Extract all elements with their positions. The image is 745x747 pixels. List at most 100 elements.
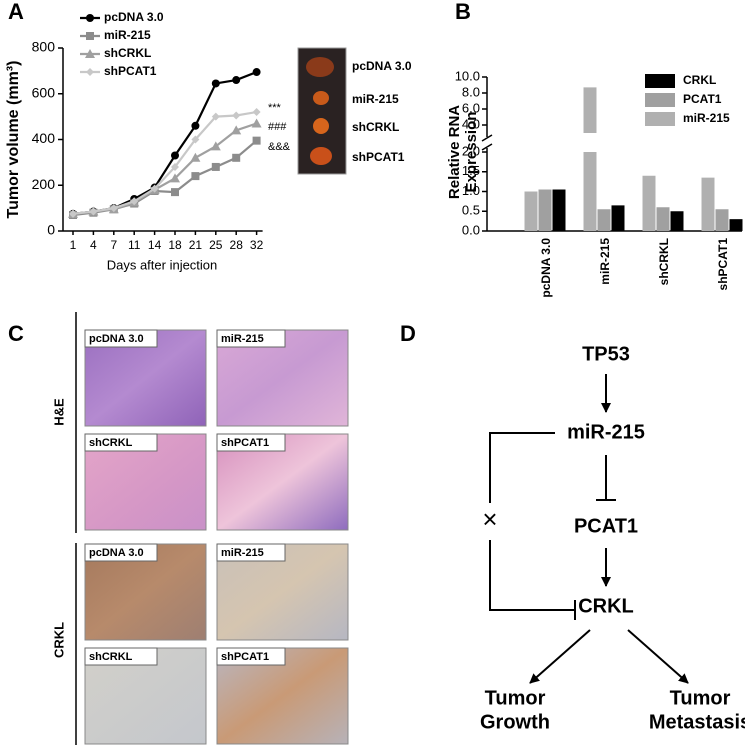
y-tick-label: 600 (32, 84, 56, 100)
x-tick-label: shPCAT1 (716, 238, 730, 291)
bar (597, 209, 611, 231)
y-tick-label: 4.0 (462, 116, 480, 131)
inhibit-line (489, 432, 555, 503)
y-tick-label: 1.0 (462, 183, 480, 198)
bar (715, 209, 729, 231)
marker (171, 151, 179, 160)
x-tick-label: miR-215 (598, 238, 612, 285)
marker (232, 76, 241, 85)
rna-expression-chart: 0.0 0.5 1.0 1.5 2.0 4.06.08.010.0 Relative RNA… (446, 68, 743, 298)
micrograph-label: shPCAT1 (221, 437, 269, 449)
x-tick-label: 18 (168, 238, 182, 252)
pathway-diagram (489, 374, 689, 684)
marker (211, 79, 220, 88)
micrograph-label-box (216, 329, 286, 348)
micrograph-label: shPCAT1 (221, 651, 269, 663)
tumor (313, 91, 329, 105)
arrow (627, 629, 689, 684)
x-tick-label: 4 (90, 238, 97, 252)
blocked-mark: × (482, 504, 497, 534)
marker (171, 188, 179, 197)
legend-label: miR-215 (683, 111, 730, 125)
micrograph-label-box (216, 647, 286, 666)
panel-label: B (455, 0, 471, 24)
marker (252, 68, 261, 77)
diagram-node: TP53 (582, 343, 630, 365)
marker (191, 121, 200, 130)
bar (642, 175, 656, 231)
diagram-node: Tumor (670, 687, 731, 709)
photo-label: shPCAT1 (352, 150, 405, 164)
marker (109, 204, 118, 213)
marker (252, 108, 261, 117)
panel-label: C (8, 321, 24, 346)
row-label: CRKL (51, 622, 66, 658)
diagram-nodes: TP53miR-215PCAT1CRKLTumorGrowthTumorMeta… (480, 343, 745, 733)
marker (232, 153, 241, 162)
marker (232, 111, 241, 120)
marker (85, 49, 95, 58)
bar (524, 191, 538, 231)
axis-break (481, 134, 493, 142)
y-tick-label: 200 (32, 176, 56, 192)
legend-swatch (645, 112, 675, 126)
micrograph-label-box (84, 433, 158, 452)
y-tick-label: 0 (47, 222, 55, 238)
marker (231, 125, 242, 135)
x-tick-label: 28 (230, 238, 244, 252)
marker (171, 162, 179, 171)
diagram-node: Tumor (485, 687, 546, 709)
histology-grid: pcDNA 3.0 miR-215 shCRKL shPCAT1 pcDNA 3.0 mi… (84, 329, 349, 745)
bar (729, 219, 743, 231)
x-tick-label: shCRKL (657, 238, 671, 285)
bar (670, 211, 684, 231)
legend-swatch (645, 74, 675, 88)
diagram-node: miR-215 (567, 421, 645, 443)
micrograph-label: shCRKL (89, 437, 133, 449)
micrograph-label-box (84, 329, 158, 348)
diagram-node: PCAT1 (574, 515, 638, 537)
significance-label: ### (268, 121, 287, 133)
legend-label: miR-215 (104, 28, 151, 42)
micrograph-label: shCRKL (89, 651, 133, 663)
micrograph-label-box (216, 543, 286, 562)
micrograph-label: miR-215 (221, 333, 264, 345)
panel-label: A (8, 0, 24, 24)
marker (190, 152, 201, 162)
legend-label: shPCAT1 (104, 64, 157, 78)
y-tick-label: 6.0 (462, 100, 480, 115)
photo-label: miR-215 (352, 92, 399, 106)
marker (211, 112, 220, 121)
marker (191, 135, 200, 144)
y-axis-label: Relative RNA (446, 105, 463, 199)
diagram-node: CRKL (578, 595, 634, 617)
micrograph-label: pcDNA 3.0 (89, 547, 144, 559)
marker (191, 172, 200, 181)
bar (538, 189, 552, 231)
y-tick-label: 10.0 (455, 68, 480, 83)
axis-break (481, 143, 493, 151)
legend-label: PCAT1 (683, 92, 722, 106)
tumor (313, 118, 329, 134)
significance-label: &&& (268, 141, 291, 153)
x-tick-label: 21 (189, 238, 203, 252)
y-axis-label: Tumor volume (mm³) (5, 61, 22, 219)
series-line (72, 122, 257, 215)
x-tick-label: pcDNA 3.0 (539, 238, 553, 298)
y-tick-label: 2.0 (462, 143, 480, 158)
micrograph-label-box (84, 543, 158, 562)
y-tick-label: 0.5 (462, 203, 480, 218)
significance-label: *** (268, 102, 282, 114)
legend-label: shCRKL (104, 46, 151, 60)
marker (89, 207, 98, 216)
bar (701, 177, 715, 231)
bar (656, 207, 670, 231)
panel-label: D (400, 321, 416, 346)
marker (86, 32, 94, 40)
tumor (306, 57, 334, 77)
y-tick-label: 8.0 (462, 84, 480, 99)
bar (552, 189, 566, 231)
